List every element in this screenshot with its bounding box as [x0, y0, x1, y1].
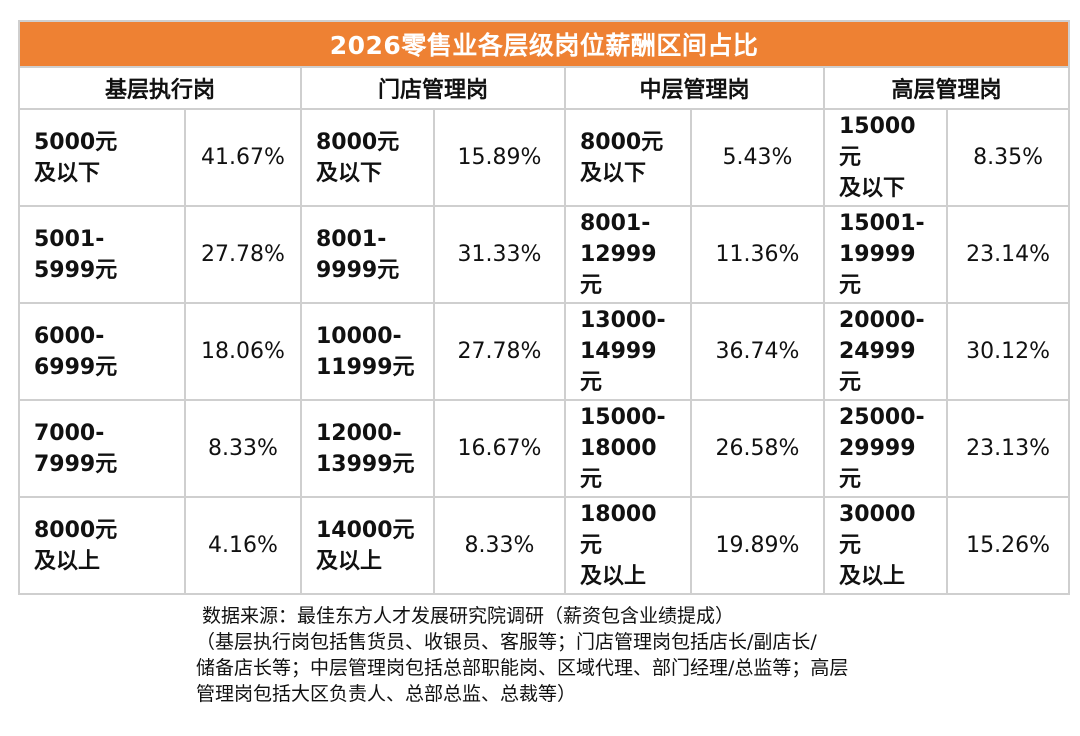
percentage-value: 23.13% — [945, 399, 1071, 498]
percentage-value: 5.43% — [690, 108, 825, 207]
column-header-frontline: 基层执行岗 — [18, 66, 302, 110]
salary-range-label: 15000- 18000 元 — [580, 405, 666, 492]
salary-range-cell: 7000- 7999元 — [18, 399, 186, 498]
salary-range-label: 15000 元 及以下 — [839, 114, 916, 201]
percentage-value: 23.14% — [945, 205, 1071, 304]
salary-range-cell: 12000- 13999元 — [300, 399, 435, 498]
column-header-store-management: 门店管理岗 — [300, 66, 566, 110]
source-note-line: 数据来源：最佳东方人才发展研究院调研（薪资包含业绩提成） — [202, 605, 735, 627]
source-note-line: 储备店长等；中层管理岗包括总部职能岗、区域代理、部门经理/总监等；高层 — [196, 657, 849, 679]
salary-range-label: 14000元 及以上 — [316, 517, 415, 574]
percentage-value: 31.33% — [433, 205, 566, 304]
salary-range-cell: 14000元 及以上 — [300, 496, 435, 595]
percentage-value: 15.89% — [433, 108, 566, 207]
salary-range-label: 15001- 19999 元 — [839, 211, 925, 298]
salary-range-cell: 20000- 24999 元 — [823, 302, 948, 401]
salary-range-cell: 8000元 及以下 — [564, 108, 692, 207]
percentage-value: 8.33% — [433, 496, 566, 595]
salary-range-cell: 8000元 及以上 — [18, 496, 186, 595]
percentage-value: 27.78% — [433, 302, 566, 401]
title-row: 2026零售业各层级岗位薪酬区间占比 — [17, 20, 1071, 68]
salary-range-label: 5001- 5999元 — [34, 226, 118, 283]
salary-range-cell: 10000- 11999元 — [300, 302, 435, 401]
source-note-line: （基层执行岗包括售货员、收银员、客服等；门店管理岗包括店长/副店长/ — [196, 631, 817, 653]
salary-range-label: 10000- 11999元 — [316, 323, 415, 380]
table-body: 5000元 及以下 41.67% 8000元 及以下 15.89% 8000元 及以下 5… — [18, 108, 1071, 595]
salary-range-cell: 15000- 18000 元 — [564, 399, 692, 498]
salary-range-label: 8000元 及以下 — [580, 129, 664, 186]
salary-range-label: 20000- 24999 元 — [839, 308, 925, 395]
table-title: 2026零售业各层级岗位薪酬区间占比 — [17, 20, 1071, 68]
percentage-value: 27.78% — [184, 205, 302, 304]
header-row: 基层执行岗 门店管理岗 中层管理岗 高层管理岗 — [18, 66, 1071, 110]
percentage-value: 15.26% — [945, 496, 1071, 595]
source-notes: 数据来源：最佳东方人才发展研究院调研（薪资包含业绩提成） （基层执行岗包括售货员… — [196, 603, 1016, 707]
source-note-line: 管理岗包括大区负责人、总部总监、总裁等） — [196, 683, 577, 705]
percentage-value: 8.35% — [945, 108, 1071, 207]
salary-range-cell: 18000 元 及以上 — [564, 496, 692, 595]
percentage-value: 19.89% — [690, 496, 825, 595]
percentage-value: 36.74% — [690, 302, 825, 401]
table-row: 5001- 5999元 27.78% 8001- 9999元 31.33% 8001- … — [18, 205, 1071, 304]
salary-range-cell: 8000元 及以下 — [300, 108, 435, 207]
column-header-senior-management: 高层管理岗 — [822, 66, 1071, 110]
salary-range-label: 6000- 6999元 — [34, 323, 118, 380]
salary-range-label: 18000 元 及以上 — [580, 502, 657, 589]
salary-range-cell: 5001- 5999元 — [18, 205, 186, 304]
salary-range-label: 8001- 12999 元 — [580, 211, 657, 298]
salary-range-label: 8000元 及以上 — [34, 517, 118, 574]
salary-range-label: 8001- 9999元 — [316, 226, 400, 283]
salary-range-cell: 15000 元 及以下 — [823, 108, 948, 207]
percentage-value: 18.06% — [184, 302, 302, 401]
salary-range-label: 7000- 7999元 — [34, 420, 118, 477]
salary-range-label: 12000- 13999元 — [316, 420, 415, 477]
salary-range-label: 5000元 及以下 — [34, 129, 118, 186]
table-row: 5000元 及以下 41.67% 8000元 及以下 15.89% 8000元 及以下 5… — [18, 108, 1071, 207]
column-header-middle-management: 中层管理岗 — [564, 66, 825, 110]
salary-range-label: 8000元 及以下 — [316, 129, 400, 186]
percentage-value: 8.33% — [184, 399, 302, 498]
table-row: 7000- 7999元 8.33% 12000- 13999元 16.67% 15000… — [18, 399, 1071, 498]
salary-range-cell: 25000- 29999 元 — [823, 399, 948, 498]
salary-range-label: 30000 元 及以上 — [839, 502, 916, 589]
percentage-value: 30.12% — [945, 302, 1071, 401]
salary-table: 2026零售业各层级岗位薪酬区间占比 基层执行岗 门店管理岗 中层管理岗 高层管… — [17, 20, 1071, 595]
salary-range-cell: 13000- 14999 元 — [564, 302, 692, 401]
salary-range-cell: 8001- 9999元 — [300, 205, 435, 304]
salary-range-label: 25000- 29999 元 — [839, 405, 925, 492]
salary-range-cell: 30000 元 及以上 — [823, 496, 948, 595]
salary-range-cell: 6000- 6999元 — [18, 302, 186, 401]
percentage-value: 4.16% — [184, 496, 302, 595]
table-row: 8000元 及以上 4.16% 14000元 及以上 8.33% 18000 元 及以上… — [18, 496, 1071, 595]
percentage-value: 11.36% — [690, 205, 825, 304]
salary-range-cell: 5000元 及以下 — [18, 108, 186, 207]
table-row: 6000- 6999元 18.06% 10000- 11999元 27.78% 1300… — [18, 302, 1071, 401]
salary-range-label: 13000- 14999 元 — [580, 308, 666, 395]
salary-range-cell: 8001- 12999 元 — [564, 205, 692, 304]
percentage-value: 16.67% — [433, 399, 566, 498]
percentage-value: 26.58% — [690, 399, 825, 498]
salary-range-cell: 15001- 19999 元 — [823, 205, 948, 304]
percentage-value: 41.67% — [184, 108, 302, 207]
